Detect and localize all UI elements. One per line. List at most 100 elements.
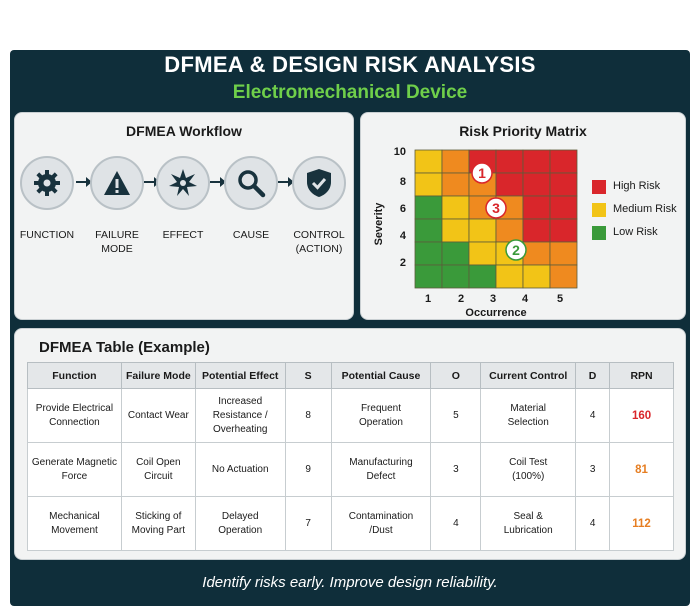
arrow-right-icon	[210, 177, 226, 187]
legend-medium-risk: Medium Risk	[613, 203, 677, 215]
workflow-step-cause: CAUSE	[216, 156, 286, 242]
x-axis-label: Occurrence	[465, 307, 526, 319]
legend-low-risk: Low Risk	[613, 226, 658, 238]
risk-marker	[485, 197, 507, 219]
table-cell-d: 3	[575, 442, 611, 497]
column-header: D	[575, 362, 611, 389]
matrix-cell	[549, 195, 578, 220]
legend-swatch-medium	[592, 203, 606, 217]
workflow-step-label: FAILURE MODE	[95, 229, 139, 255]
x-tick-label: 4	[522, 293, 529, 305]
table-cell-failure-mode: Contact Wear	[120, 388, 196, 443]
dfmea-table: Function Failure Mode Potential Effect S…	[27, 362, 674, 551]
table-cell-rpn: 160	[609, 388, 674, 443]
table-row: Generate Magnetic Force Coil Open Circuit No…	[27, 442, 674, 497]
table-cell-rpn: 112	[609, 496, 674, 551]
table-cell-function: Generate Magnetic Force	[27, 442, 122, 497]
matrix-cell	[549, 218, 578, 243]
table-cell-o: 3	[430, 442, 482, 497]
shield-check-icon	[292, 156, 346, 210]
table-cell-control: Material Selection	[480, 388, 577, 443]
risk-marker-label: 1	[478, 165, 486, 181]
risk-marker-label: 2	[512, 242, 520, 258]
column-header: Function	[27, 362, 122, 389]
risk-marker	[505, 239, 527, 261]
workflow-step-control: CONTROL (ACTION)	[284, 156, 354, 256]
matrix-cell	[522, 264, 551, 289]
matrix-cell	[549, 241, 578, 266]
column-header: S	[284, 362, 332, 389]
legend-swatch-high	[592, 180, 606, 194]
matrix-cell	[468, 264, 497, 289]
workflow-step-function: FUNCTION	[12, 156, 82, 242]
page-title: DFMEA & DESIGN RISK ANALYSIS	[164, 52, 536, 77]
risk-matrix-chart: 10 8 6 4 2 1 2 3 4 5 1 3 2 Occurrence Severity	[373, 146, 578, 319]
y-axis-label: Severity	[373, 202, 385, 246]
table-row: Provide Electrical Connection Contact Wear…	[27, 388, 674, 443]
matrix-cell	[441, 218, 470, 243]
workflow-step-label: FUNCTION	[19, 229, 75, 241]
table-cell-d: 4	[575, 388, 611, 443]
table-header-row: Function Failure Mode Potential Effect S…	[27, 362, 674, 389]
y-tick-label: 8	[400, 176, 406, 188]
matrix-cell	[549, 264, 578, 289]
column-header: Current Control	[480, 362, 577, 389]
y-tick-label: 10	[394, 146, 406, 158]
matrix-cell	[522, 241, 551, 266]
risk-matrix-grid	[414, 149, 578, 289]
table-cell-s: 7	[284, 496, 332, 551]
table-cell-o: 5	[430, 388, 482, 443]
matrix-cell	[549, 172, 578, 197]
table-cell-cause: Frequent Operation	[330, 388, 432, 443]
table-cell-failure-mode: Coil Open Circuit	[120, 442, 196, 497]
risk-matrix-title: Risk Priority Matrix	[459, 123, 587, 139]
column-header: RPN	[609, 362, 674, 389]
matrix-cell	[549, 149, 578, 174]
matrix-cell	[495, 264, 524, 289]
warning-icon	[90, 156, 144, 210]
workflow-title: DFMEA Workflow	[126, 123, 242, 139]
table-cell-cause: Manufacturing Defect	[330, 442, 432, 497]
table-cell-effect: No Actuation	[194, 442, 286, 497]
legend-high-risk: High Risk	[613, 180, 661, 192]
matrix-cell	[414, 195, 443, 220]
matrix-cell	[441, 264, 470, 289]
magnifier-icon	[224, 156, 278, 210]
x-tick-label: 2	[458, 293, 464, 305]
matrix-cell	[522, 149, 551, 174]
burst-icon	[156, 156, 210, 210]
arrow-right-icon	[278, 177, 294, 187]
footer-tagline: Identify risks early. Improve design rel…	[202, 574, 498, 591]
table-cell-d: 4	[575, 496, 611, 551]
workflow-card: DFMEA Workflow	[14, 112, 354, 320]
y-tick-label: 2	[400, 257, 406, 269]
x-tick-label: 1	[425, 293, 431, 305]
y-tick-label: 6	[400, 203, 406, 215]
matrix-cell	[414, 172, 443, 197]
table-cell-failure-mode: Sticking of Moving Part	[120, 496, 196, 551]
table-row: Mechanical Movement Sticking of Moving Part…	[27, 496, 674, 551]
table-cell-s: 8	[284, 388, 332, 443]
workflow-step-label: CONTROL (ACTION)	[293, 229, 345, 255]
matrix-cell	[522, 218, 551, 243]
y-tick-label: 4	[400, 230, 407, 242]
matrix-cell	[495, 172, 524, 197]
workflow-step-label: EFFECT	[162, 229, 204, 241]
matrix-cell	[522, 195, 551, 220]
matrix-cell	[495, 149, 524, 174]
legend-swatch-low	[592, 226, 606, 240]
risk-matrix-ticks: 10 8 6 4 2 1 2 3 4 5	[394, 146, 563, 305]
matrix-cell	[441, 172, 470, 197]
table-cell-effect: Increased Resistance / Overheating	[194, 388, 286, 443]
matrix-cell	[495, 218, 524, 243]
matrix-cell	[441, 241, 470, 266]
matrix-cell	[468, 241, 497, 266]
matrix-cell	[441, 149, 470, 174]
table-cell-s: 9	[284, 442, 332, 497]
matrix-cell	[414, 149, 443, 174]
table-cell-o: 4	[430, 496, 482, 551]
x-tick-label: 3	[490, 293, 496, 305]
table-cell-function: Mechanical Movement	[27, 496, 122, 551]
matrix-cell	[414, 241, 443, 266]
workflow-step-failure-mode: FAILURE MODE	[82, 156, 152, 256]
